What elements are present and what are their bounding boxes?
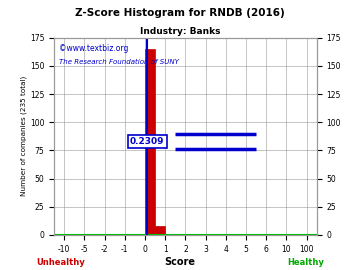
Text: 0.2309: 0.2309 [130,137,165,146]
Text: Unhealthy: Unhealthy [36,258,85,267]
Text: Healthy: Healthy [287,258,324,267]
Text: The Research Foundation of SUNY: The Research Foundation of SUNY [59,59,179,66]
Y-axis label: Number of companies (235 total): Number of companies (235 total) [21,76,27,197]
Text: ©www.textbiz.org: ©www.textbiz.org [59,44,129,53]
Text: Z-Score Histogram for RNDB (2016): Z-Score Histogram for RNDB (2016) [75,8,285,18]
Bar [145,49,155,235]
Text: Industry: Banks: Industry: Banks [140,27,220,36]
Bar [155,226,165,235]
Text: Score: Score [165,257,195,267]
